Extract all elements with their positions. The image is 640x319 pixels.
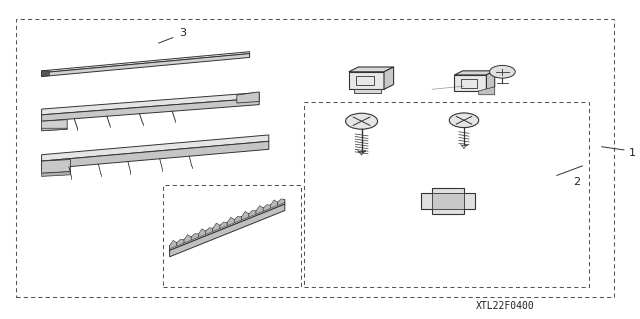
Polygon shape [205,228,212,234]
Text: XTL22F0400: XTL22F0400 [476,301,535,311]
Polygon shape [42,54,250,77]
Polygon shape [42,172,70,176]
Polygon shape [42,135,269,161]
Polygon shape [220,222,227,229]
Polygon shape [249,211,256,217]
Polygon shape [42,93,259,115]
Polygon shape [237,92,259,103]
Polygon shape [42,120,67,131]
Polygon shape [198,229,205,237]
Polygon shape [184,234,191,243]
Polygon shape [256,206,263,214]
Polygon shape [42,160,70,173]
Polygon shape [170,204,285,257]
Polygon shape [234,216,242,223]
Text: 2: 2 [573,177,580,187]
Polygon shape [227,217,234,226]
Bar [461,79,477,88]
Polygon shape [454,75,486,91]
Circle shape [449,113,479,128]
Bar [354,89,381,93]
Circle shape [490,65,515,78]
Polygon shape [270,200,278,208]
Polygon shape [242,211,249,220]
Polygon shape [479,87,495,95]
Polygon shape [42,98,259,121]
Polygon shape [384,67,394,89]
Bar [304,102,589,287]
Polygon shape [349,67,394,72]
Polygon shape [42,71,49,77]
Polygon shape [191,234,198,240]
Polygon shape [212,223,220,232]
Polygon shape [170,240,177,249]
Bar [16,19,614,297]
Circle shape [346,113,378,129]
Text: 1: 1 [629,148,636,158]
Polygon shape [42,141,269,169]
Polygon shape [42,128,67,131]
Bar [356,76,374,85]
Text: 3: 3 [179,28,186,39]
Polygon shape [263,205,270,211]
Polygon shape [177,239,184,246]
Polygon shape [486,71,495,91]
Polygon shape [454,71,495,75]
Bar [432,193,464,209]
Polygon shape [421,188,475,214]
Bar [163,185,301,287]
Polygon shape [42,52,250,73]
Polygon shape [349,72,384,89]
Polygon shape [278,199,285,205]
Polygon shape [170,199,285,250]
